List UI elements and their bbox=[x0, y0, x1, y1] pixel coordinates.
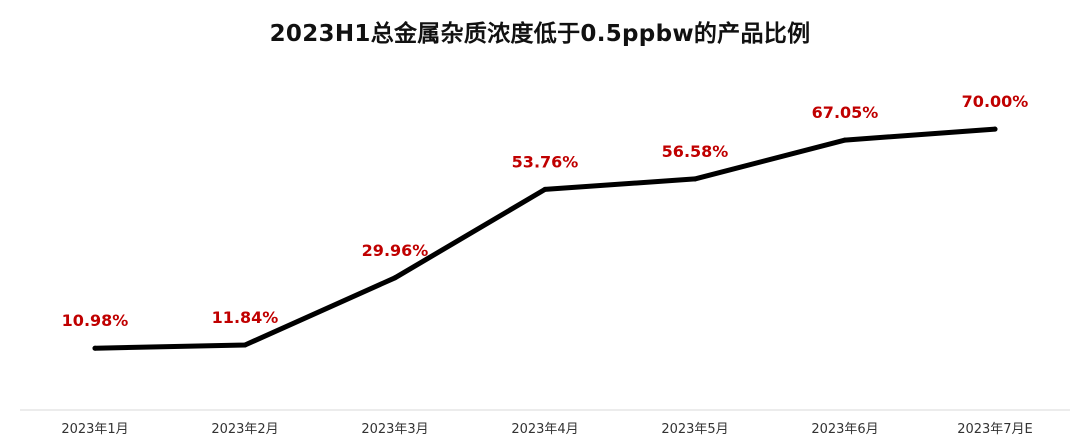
x-tick-label: 2023年5月 bbox=[661, 422, 728, 437]
data-label: 53.76% bbox=[512, 152, 579, 171]
data-label: 70.00% bbox=[962, 92, 1029, 111]
x-tick-label: 2023年7月E bbox=[957, 422, 1033, 437]
data-label: 11.84% bbox=[212, 308, 279, 327]
chart-title: 2023H1总金属杂质浓度低于0.5ppbw的产品比例 bbox=[269, 21, 811, 47]
x-tick-label: 2023年6月 bbox=[811, 422, 878, 437]
data-point bbox=[392, 275, 398, 281]
series-group bbox=[92, 126, 998, 351]
data-label: 10.98% bbox=[62, 311, 129, 330]
x-tick-label: 2023年2月 bbox=[211, 422, 278, 437]
data-point bbox=[542, 186, 548, 192]
x-tick-label: 2023年3月 bbox=[361, 422, 428, 437]
data-point bbox=[692, 176, 698, 182]
x-tick-label: 2023年1月 bbox=[61, 422, 128, 437]
data-label: 56.58% bbox=[662, 142, 729, 161]
data-point bbox=[242, 342, 248, 348]
data-label: 29.96% bbox=[362, 241, 429, 260]
x-tick-label: 2023年4月 bbox=[511, 422, 578, 437]
data-label: 67.05% bbox=[812, 103, 879, 122]
x-tick-labels-group: 2023年1月 2023年2月 2023年3月 2023年4月 2023年5月 2023年… bbox=[61, 422, 1032, 437]
data-point bbox=[842, 137, 848, 143]
data-point bbox=[992, 126, 998, 132]
data-point bbox=[92, 345, 98, 351]
data-labels-group: 10.98% 11.84% 29.96% 53.76% 56.58% 67.05% 70.0… bbox=[62, 92, 1029, 330]
